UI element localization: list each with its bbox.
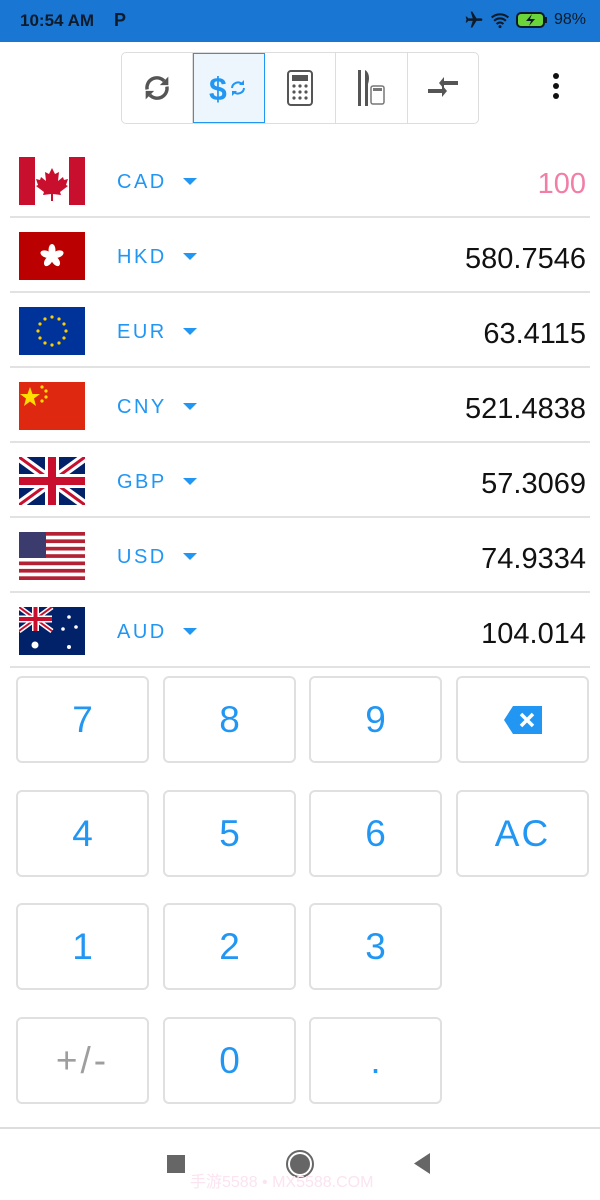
dropdown-arrow-icon[interactable] xyxy=(183,178,197,185)
restaurant-tip-icon xyxy=(358,70,386,106)
compress-icon xyxy=(427,77,458,97)
currency-row-aud[interactable]: AUD 104.014 xyxy=(10,593,590,668)
home-icon[interactable] xyxy=(285,1150,315,1178)
airplane-icon xyxy=(465,11,483,28)
backspace-button[interactable] xyxy=(456,676,589,763)
currency-code[interactable]: CNY xyxy=(117,396,167,418)
wifi-icon xyxy=(490,13,509,29)
mode-toolbar: $ xyxy=(121,52,479,124)
recents-icon[interactable] xyxy=(166,1150,186,1176)
refresh-button[interactable] xyxy=(122,53,194,123)
currency-row-hkd[interactable]: HKD 580.7546 xyxy=(10,218,590,293)
key-3[interactable]: 3 xyxy=(309,903,442,990)
dropdown-arrow-icon[interactable] xyxy=(183,478,197,485)
currency-convert-button[interactable]: $ xyxy=(193,53,265,123)
currency-row-cny[interactable]: CNY 521.4838 xyxy=(10,368,590,443)
back-icon[interactable] xyxy=(412,1150,432,1178)
currency-amount: 74.9334 xyxy=(481,543,586,575)
currency-code[interactable]: AUD xyxy=(117,621,167,643)
dropdown-arrow-icon[interactable] xyxy=(183,553,197,560)
currency-amount: 580.7546 xyxy=(465,243,586,275)
currency-row-eur[interactable]: EUR 63.4115 xyxy=(10,293,590,368)
currency-row-cad[interactable]: CAD 100 xyxy=(10,143,590,218)
status-bar: 10:54 AM P 98% xyxy=(0,0,600,42)
calculator-icon xyxy=(287,70,314,106)
key-9[interactable]: 9 xyxy=(309,676,442,763)
refresh-icon xyxy=(145,76,169,100)
battery-charging-icon xyxy=(515,12,547,28)
flag-hong-kong-icon xyxy=(19,232,85,280)
flag-china-icon xyxy=(19,382,85,430)
currency-code[interactable]: HKD xyxy=(117,246,167,268)
currency-amount: 521.4838 xyxy=(465,393,586,425)
currency-amount-input[interactable]: 100 xyxy=(537,168,586,200)
currency-row-gbp[interactable]: GBP 57.3069 xyxy=(10,443,590,518)
nav-divider xyxy=(0,1127,600,1129)
flag-australia-icon xyxy=(19,607,85,655)
currency-row-usd[interactable]: USD 74.9334 xyxy=(10,518,590,593)
key-7[interactable]: 7 xyxy=(16,676,149,763)
currency-list: CAD 100 HKD 580.7546 EUR 63.4115 CNY 521… xyxy=(10,143,590,668)
currency-amount: 104.014 xyxy=(481,618,586,650)
flag-canada-icon xyxy=(19,157,85,205)
currency-code[interactable]: GBP xyxy=(117,471,167,493)
currency-code[interactable]: USD xyxy=(117,546,167,568)
sign-toggle-button[interactable]: +/- xyxy=(16,1017,149,1104)
tip-calculator-button[interactable] xyxy=(336,53,408,123)
key-8[interactable]: 8 xyxy=(163,676,296,763)
key-1[interactable]: 1 xyxy=(16,903,149,990)
currency-amount: 57.3069 xyxy=(481,468,586,500)
currency-code[interactable]: EUR xyxy=(117,321,167,343)
flag-uk-icon xyxy=(19,457,85,505)
svg-text:$: $ xyxy=(209,71,227,107)
key-4[interactable]: 4 xyxy=(16,790,149,877)
currency-code[interactable]: CAD xyxy=(117,171,167,193)
flag-eu-icon xyxy=(19,307,85,355)
dropdown-arrow-icon[interactable] xyxy=(183,628,197,635)
clear-button[interactable]: AC xyxy=(456,790,589,877)
battery-percent: 98% xyxy=(553,11,586,28)
key-6[interactable]: 6 xyxy=(309,790,442,877)
more-options-button[interactable] xyxy=(546,70,566,102)
app-notification-icon: P xyxy=(114,10,127,30)
key-0[interactable]: 0 xyxy=(163,1017,296,1104)
decimal-button[interactable]: . xyxy=(309,1017,442,1104)
watermark: 手游5588 • MX5588.COM xyxy=(190,1174,374,1191)
key-2[interactable]: 2 xyxy=(163,903,296,990)
compress-button[interactable] xyxy=(408,53,478,123)
dropdown-arrow-icon[interactable] xyxy=(183,403,197,410)
flag-usa-icon xyxy=(19,532,85,580)
calculator-button[interactable] xyxy=(265,53,337,123)
dropdown-arrow-icon[interactable] xyxy=(183,328,197,335)
key-5[interactable]: 5 xyxy=(163,790,296,877)
currency-convert-icon: $ xyxy=(209,71,245,107)
dropdown-arrow-icon[interactable] xyxy=(183,253,197,260)
status-time: 10:54 AM xyxy=(20,11,95,30)
backspace-icon xyxy=(503,705,542,734)
currency-amount: 63.4115 xyxy=(483,318,586,350)
